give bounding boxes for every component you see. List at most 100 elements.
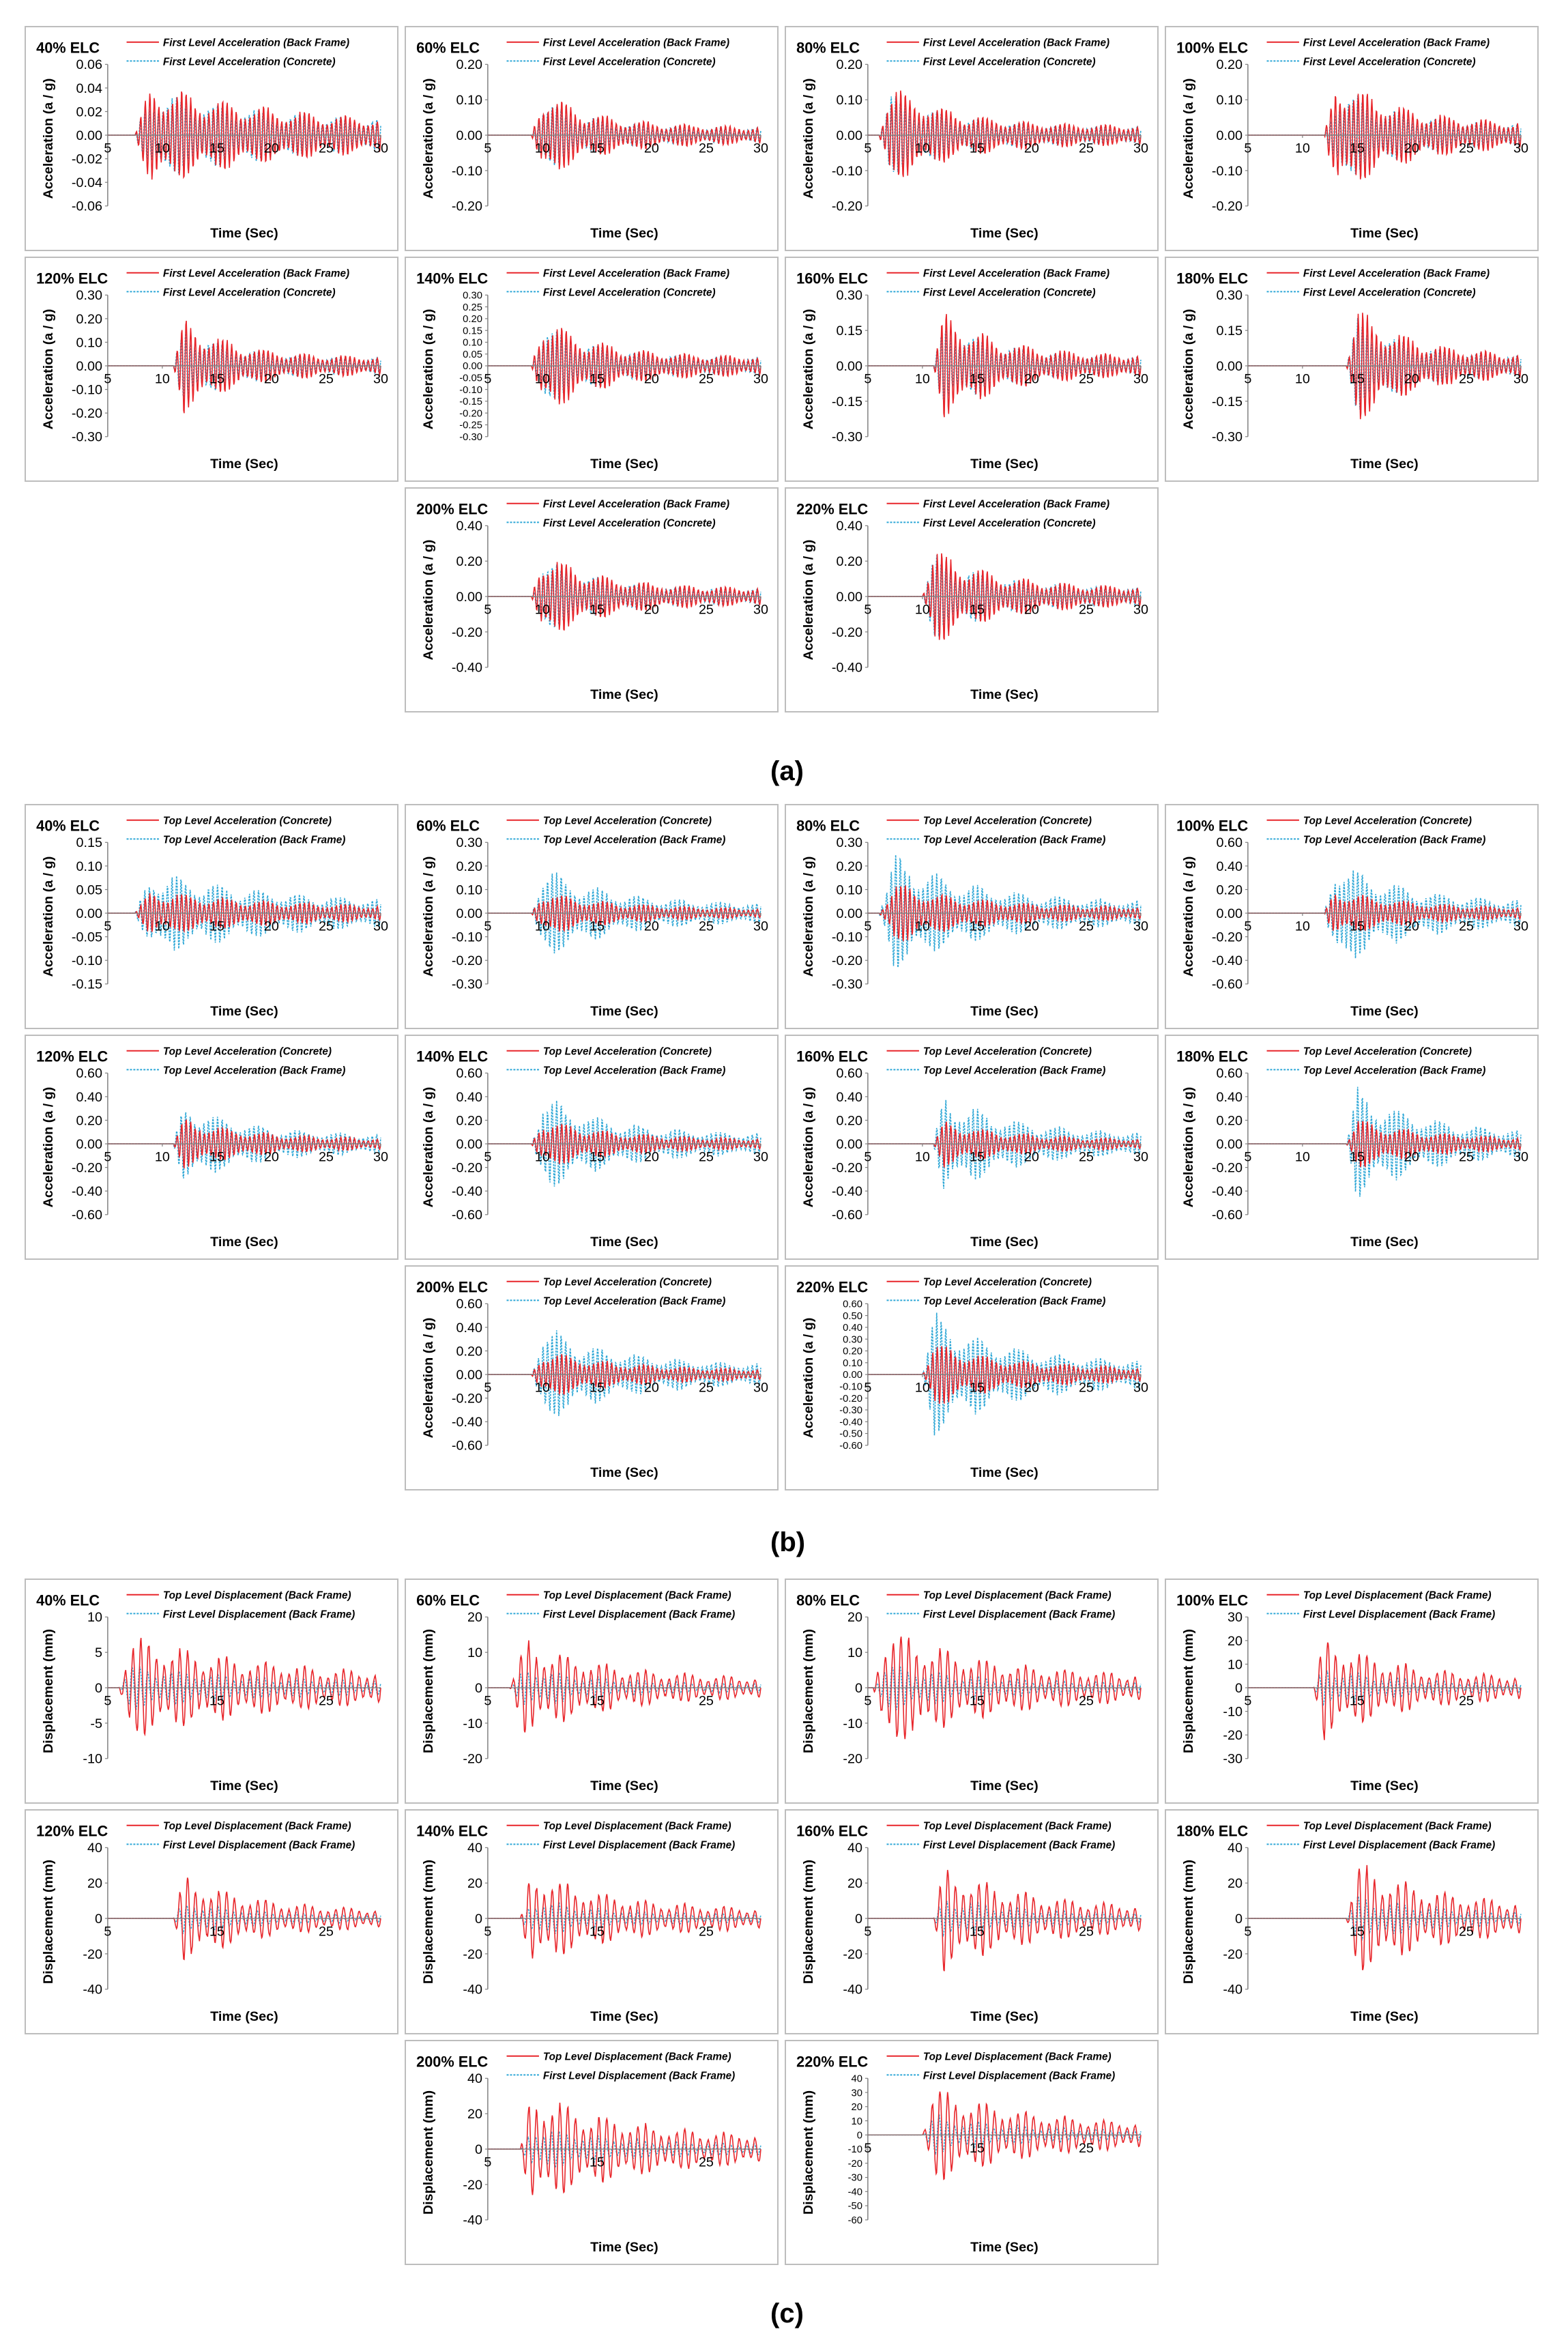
legend-label: First Level Acceleration (Back Frame): [923, 38, 1109, 49]
legend-label: First Level Displacement (Back Frame): [543, 1609, 735, 1620]
y-tick-label: 20: [847, 1610, 862, 1625]
legend-label: Top Level Acceleration (Concrete): [543, 1046, 712, 1058]
chart-panel: 80% ELC Top Level Displacement (Back Fram…: [785, 1579, 1159, 1804]
x-tick-label: 15: [209, 141, 224, 156]
y-tick-label: 10: [87, 1610, 102, 1625]
chart-panel: 120% ELC Top Level Acceleration (Concrete…: [25, 1035, 398, 1260]
x-tick-label: 15: [209, 1150, 224, 1165]
chart-panel: 220% ELC Top Level Acceleration (Concrete…: [785, 1265, 1159, 1490]
x-tick-label: 25: [319, 919, 334, 934]
y-tick-label: -0.20: [452, 1161, 482, 1176]
x-tick-label: 20: [264, 919, 279, 934]
legend-label: Top Level Acceleration (Back Frame): [543, 1065, 726, 1076]
y-tick-label: -20: [848, 2159, 862, 2170]
y-tick-label: -0.20: [1212, 930, 1243, 945]
y-tick-label: 0.30: [837, 835, 862, 850]
y-tick-label: 0.15: [463, 326, 482, 336]
y-tick-label: 0.00: [843, 1370, 862, 1381]
y-axis-label: Acceleration (a / g): [41, 78, 56, 199]
chart-panel: 160% ELC Top Level Acceleration (Concrete…: [785, 1035, 1159, 1260]
y-tick-label: 0.00: [463, 361, 482, 372]
x-tick-label: 20: [644, 141, 659, 156]
y-tick-label: 0.00: [76, 1137, 102, 1152]
y-tick-label: 0.30: [837, 288, 862, 303]
y-tick-label: 0.05: [76, 882, 102, 897]
y-tick-label: -10: [843, 1716, 862, 1731]
x-tick-label: 25: [319, 141, 334, 156]
y-tick-label: -0.40: [452, 1184, 482, 1199]
legend-label: Top Level Acceleration (Concrete): [163, 816, 332, 827]
x-tick-label: 5: [484, 1150, 491, 1165]
chart-title: 160% ELC: [796, 1048, 868, 1065]
chart-svg: 120% ELC Top Level Acceleration (Concrete…: [36, 1046, 388, 1250]
y-tick-label: 0.20: [837, 859, 862, 874]
series-line-red: [107, 1637, 381, 1737]
chart-panel: 60% ELC Top Level Acceleration (Concrete)…: [405, 804, 779, 1029]
x-tick-label: 10: [1295, 1150, 1310, 1165]
y-tick-label: 0: [855, 1681, 862, 1696]
x-tick-label: 10: [1295, 919, 1310, 934]
x-tick-label: 25: [1079, 919, 1094, 934]
y-tick-label: 0.05: [463, 349, 482, 360]
legend-label: Top Level Acceleration (Concrete): [1303, 816, 1472, 827]
x-tick-label: 25: [699, 1381, 714, 1396]
y-tick-label: 0.40: [837, 519, 862, 534]
y-tick-label: -0.20: [452, 953, 482, 968]
y-tick-label: 0.60: [1217, 1066, 1243, 1081]
y-tick-label: 0.00: [76, 906, 102, 921]
chart-svg: 40% ELC Top Level Displacement (Back Fram…: [36, 1590, 381, 1793]
x-tick-label: 25: [1459, 141, 1474, 156]
chart-title: 200% ELC: [416, 501, 488, 518]
chart-svg: 220% ELC Top Level Displacement (Back Fra…: [796, 2051, 1142, 2255]
y-tick-label: 5: [95, 1645, 102, 1660]
chart-title: 180% ELC: [1176, 270, 1248, 287]
x-tick-label: 5: [484, 1694, 491, 1709]
y-tick-label: -0.02: [72, 152, 102, 167]
y-tick-label: 0.20: [837, 57, 862, 72]
y-tick-label: 0.20: [76, 1113, 102, 1128]
y-tick-label: -0.10: [839, 1382, 862, 1393]
legend-label: Top Level Displacement (Back Frame): [1303, 1590, 1492, 1602]
x-tick-label: 15: [209, 372, 224, 387]
chart-panel: 180% ELC Top Level Acceleration (Concrete…: [1165, 1035, 1539, 1260]
x-tick-label: 10: [1295, 141, 1310, 156]
chart-panel: 100% ELC Top Level Displacement (Back Fra…: [1165, 1579, 1539, 1804]
y-tick-label: 0.20: [456, 57, 482, 72]
chart-title: 200% ELC: [416, 2054, 488, 2071]
y-tick-label: 0.02: [76, 104, 102, 119]
y-tick-label: 0.00: [837, 906, 862, 921]
legend-label: First Level Displacement (Back Frame): [1303, 1609, 1495, 1620]
x-tick-label: 25: [699, 141, 714, 156]
x-tick-label: 5: [864, 2141, 871, 2156]
x-tick-label: 10: [155, 141, 170, 156]
chart-svg: 200% ELC Top Level Displacement (Back Fra…: [416, 2051, 761, 2255]
chart-svg: 160% ELC First Level Acceleration (Back F…: [796, 268, 1148, 472]
x-axis-label: Time (Sec): [970, 1778, 1039, 1793]
x-tick-label: 20: [644, 603, 659, 618]
chart-panel: 200% ELC First Level Acceleration (Back F…: [405, 487, 779, 712]
y-tick-label: 0.00: [76, 128, 102, 143]
chart-panel: 60% ELC First Level Acceleration (Back Fr…: [405, 26, 779, 251]
y-tick-label: 0: [475, 2142, 482, 2157]
legend-label: Top Level Acceleration (Back Frame): [543, 834, 726, 846]
y-tick-label: 30: [851, 2088, 862, 2099]
y-tick-label: -30: [848, 2173, 862, 2184]
y-tick-label: 0.40: [456, 1090, 482, 1105]
chart-svg: 100% ELC Top Level Displacement (Back Fra…: [1176, 1590, 1522, 1793]
y-tick-label: 0: [1235, 1681, 1243, 1696]
legend-label: Top Level Displacement (Back Frame): [543, 2051, 731, 2063]
y-tick-label: -0.20: [452, 199, 482, 214]
y-axis-label: Acceleration (a / g): [41, 309, 56, 430]
section-caption-c: (c): [770, 2299, 804, 2329]
y-tick-label: 0: [475, 1912, 482, 1927]
x-axis-label: Time (Sec): [590, 2240, 658, 2255]
x-tick-label: 10: [915, 919, 930, 934]
x-tick-label: 5: [1244, 372, 1251, 387]
y-tick-label: 0: [855, 1912, 862, 1927]
legend-label: Top Level Acceleration (Back Frame): [923, 1065, 1106, 1076]
y-axis-label: Acceleration (a / g): [421, 856, 436, 977]
y-tick-label: -10: [1223, 1705, 1243, 1720]
x-axis-label: Time (Sec): [1350, 1778, 1419, 1793]
section-caption-b: (b): [770, 1527, 806, 1557]
legend-label: First Level Acceleration (Concrete): [1303, 56, 1476, 68]
